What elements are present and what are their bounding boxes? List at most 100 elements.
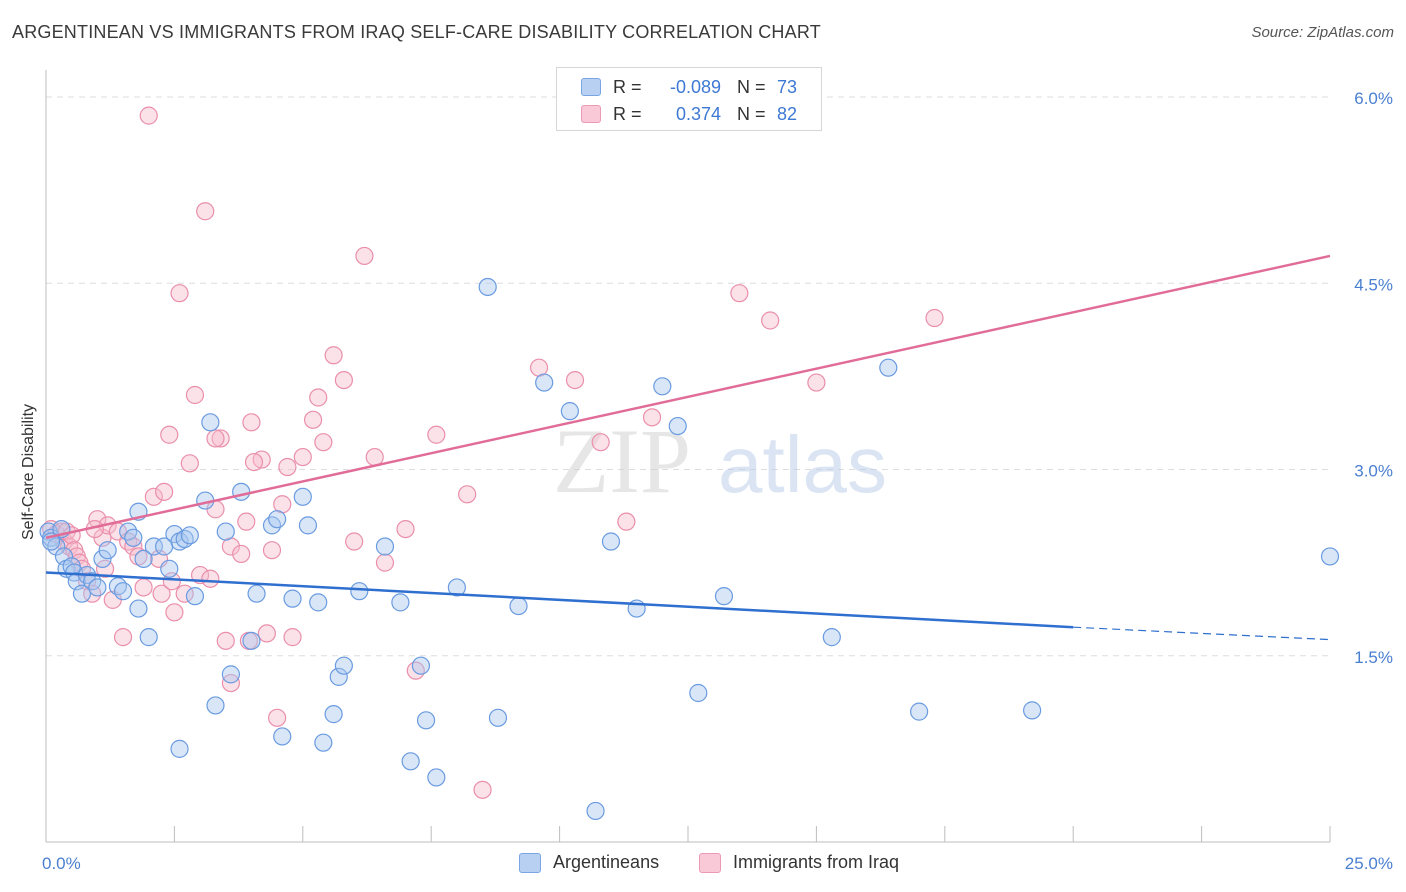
argentinean-point	[1320, 547, 1340, 566]
argentinean-point	[88, 578, 107, 597]
legend-row-argentineans: R = -0.089 N = 73	[581, 75, 797, 99]
argentinean-point	[689, 683, 708, 703]
source-label: Source: ZipAtlas.com	[1251, 24, 1394, 41]
iraq-point	[232, 544, 251, 564]
argentinean-point	[170, 739, 189, 758]
iraq-point	[375, 553, 395, 572]
argentinean-point	[375, 537, 395, 556]
iraq-point	[155, 482, 174, 501]
iraq-point	[201, 569, 220, 588]
argentinean-point	[268, 510, 287, 529]
iraq-point	[591, 433, 610, 452]
argentinean-point	[216, 522, 235, 541]
iraq-point	[473, 780, 492, 799]
correlation-legend: R = -0.089 N = 73 R = 0.374 N = 82	[556, 67, 822, 131]
iraq-point	[565, 371, 585, 390]
iraq-point	[134, 578, 153, 597]
legend-n-value: 73	[777, 76, 798, 97]
y-tick-label: 1.5%	[1354, 648, 1393, 667]
argentinean-point	[108, 577, 128, 596]
argentinean-point	[1023, 701, 1042, 720]
y-tick-label: 6.0%	[1354, 89, 1393, 108]
argentinean-point	[427, 768, 446, 787]
argentinean-point	[560, 402, 579, 421]
trend-lines	[45, 254, 1331, 641]
iraq-point	[642, 408, 662, 427]
iraq-point	[268, 708, 287, 727]
legend-r-value: 0.374	[675, 103, 721, 124]
argentinean-point	[283, 589, 302, 608]
argentinean-point	[113, 582, 133, 601]
argentinean-point	[391, 593, 410, 612]
argentinean-point	[350, 582, 369, 601]
argentinean-point	[98, 541, 117, 560]
argentinean-point	[298, 516, 318, 535]
legend-swatch-blue	[519, 852, 541, 873]
argentinean-point	[309, 593, 328, 612]
legend-r-value: -0.089	[669, 76, 721, 97]
iraq-point	[165, 603, 184, 622]
argentinean-point	[324, 705, 343, 724]
argentinean-point	[185, 587, 205, 606]
chart-title: ARGENTINEAN VS IMMIGRANTS FROM IRAQ SELF…	[12, 22, 821, 42]
iraq-trend-line	[45, 254, 1331, 540]
iraq-point	[244, 452, 264, 472]
argentinean-point	[401, 752, 420, 771]
iraq-point	[170, 284, 189, 303]
iraq-point	[925, 308, 944, 328]
argentinean-point	[221, 665, 240, 684]
argentinean-point	[273, 727, 292, 746]
argentinean-trend-extension	[1073, 626, 1331, 641]
iraq-point	[278, 457, 297, 477]
iraq-point	[334, 371, 353, 390]
legend-swatch-pink	[581, 105, 601, 123]
iraq-point	[293, 447, 312, 467]
argentinean-point	[242, 631, 261, 650]
legend-item-iraq[interactable]: Immigrants from Iraq	[699, 852, 899, 873]
argentinean-point	[72, 584, 92, 603]
series-legend: Argentineans Immigrants from Iraq	[0, 852, 1406, 876]
iraq-point	[237, 512, 256, 531]
legend-swatch-blue	[581, 78, 601, 96]
iraq-point	[355, 246, 374, 266]
argentinean-trend-line	[45, 571, 1074, 629]
argentinean-point	[47, 537, 66, 556]
argentinean-point	[232, 482, 251, 501]
iraq-point	[113, 628, 133, 647]
iraq-point	[324, 346, 343, 365]
argentinean-point	[509, 596, 528, 616]
iraq-point	[617, 512, 636, 531]
argentinean-point	[134, 549, 153, 569]
iraq-point	[180, 454, 199, 473]
iraq-point	[206, 429, 225, 448]
argentinean-point	[201, 413, 220, 432]
argentinean-point	[535, 373, 554, 392]
iraq-point	[396, 519, 415, 539]
y-tick-label: 4.5%	[1354, 275, 1393, 294]
argentinean-point	[601, 532, 621, 551]
argentinean-point	[160, 559, 179, 578]
argentinean-point	[488, 708, 508, 727]
legend-n-value: 82	[777, 103, 798, 124]
watermark-zip: ZIP	[553, 410, 691, 512]
iraq-point	[152, 584, 171, 603]
argentinean-point	[653, 377, 672, 396]
iraq-point	[196, 202, 215, 221]
argentinean-point	[206, 696, 225, 715]
legend-item-argentineans[interactable]: Argentineans	[519, 852, 659, 873]
argentinean-point	[93, 549, 112, 569]
iraq-point	[185, 385, 205, 405]
iraq-point	[807, 373, 826, 392]
argentinean-point	[124, 528, 143, 547]
argentinean-point	[822, 628, 841, 647]
legend-r-label: R =	[613, 76, 642, 97]
iraq-point	[365, 447, 384, 467]
argentinean-point	[411, 656, 431, 675]
iraq-point	[139, 106, 158, 125]
argentinean-point	[879, 358, 898, 377]
argentinean-point	[447, 578, 466, 597]
iraq-point	[309, 388, 328, 407]
watermark: ZIP atlas	[553, 410, 887, 512]
watermark-atlas: atlas	[718, 420, 887, 509]
